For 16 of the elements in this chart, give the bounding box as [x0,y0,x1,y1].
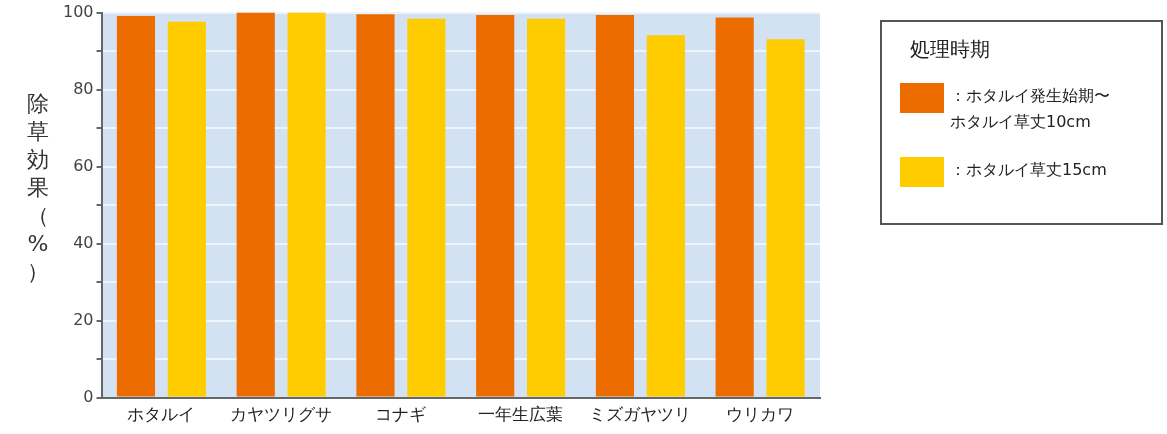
y-tick-label: 0 [83,386,94,406]
x-tick-label: ホタルイ [127,404,196,425]
y-axis-title: 除草効果（%） [26,90,50,286]
x-tick-label: ウリカワ [726,404,795,425]
x-tick-label: カヤツリグサ [230,404,333,425]
x-tick-label: ミズガヤツリ [589,404,692,425]
y-tick-label: 20 [73,309,94,329]
legend-title: 処理時期 [910,36,991,63]
y-tick-label: 40 [73,232,94,252]
y-tick-label: 80 [73,78,94,98]
x-tick-label: コナギ [375,404,427,425]
y-tick-label: 60 [73,155,94,175]
legend-label: ：ホタルイ発生始期〜ホタルイ草丈10cm [950,85,1111,133]
y-tick-label: 100 [62,1,94,21]
x-tick-label: 一年生広葉 [478,404,564,425]
legend-label: ：ホタルイ草丈15cm [950,159,1108,181]
